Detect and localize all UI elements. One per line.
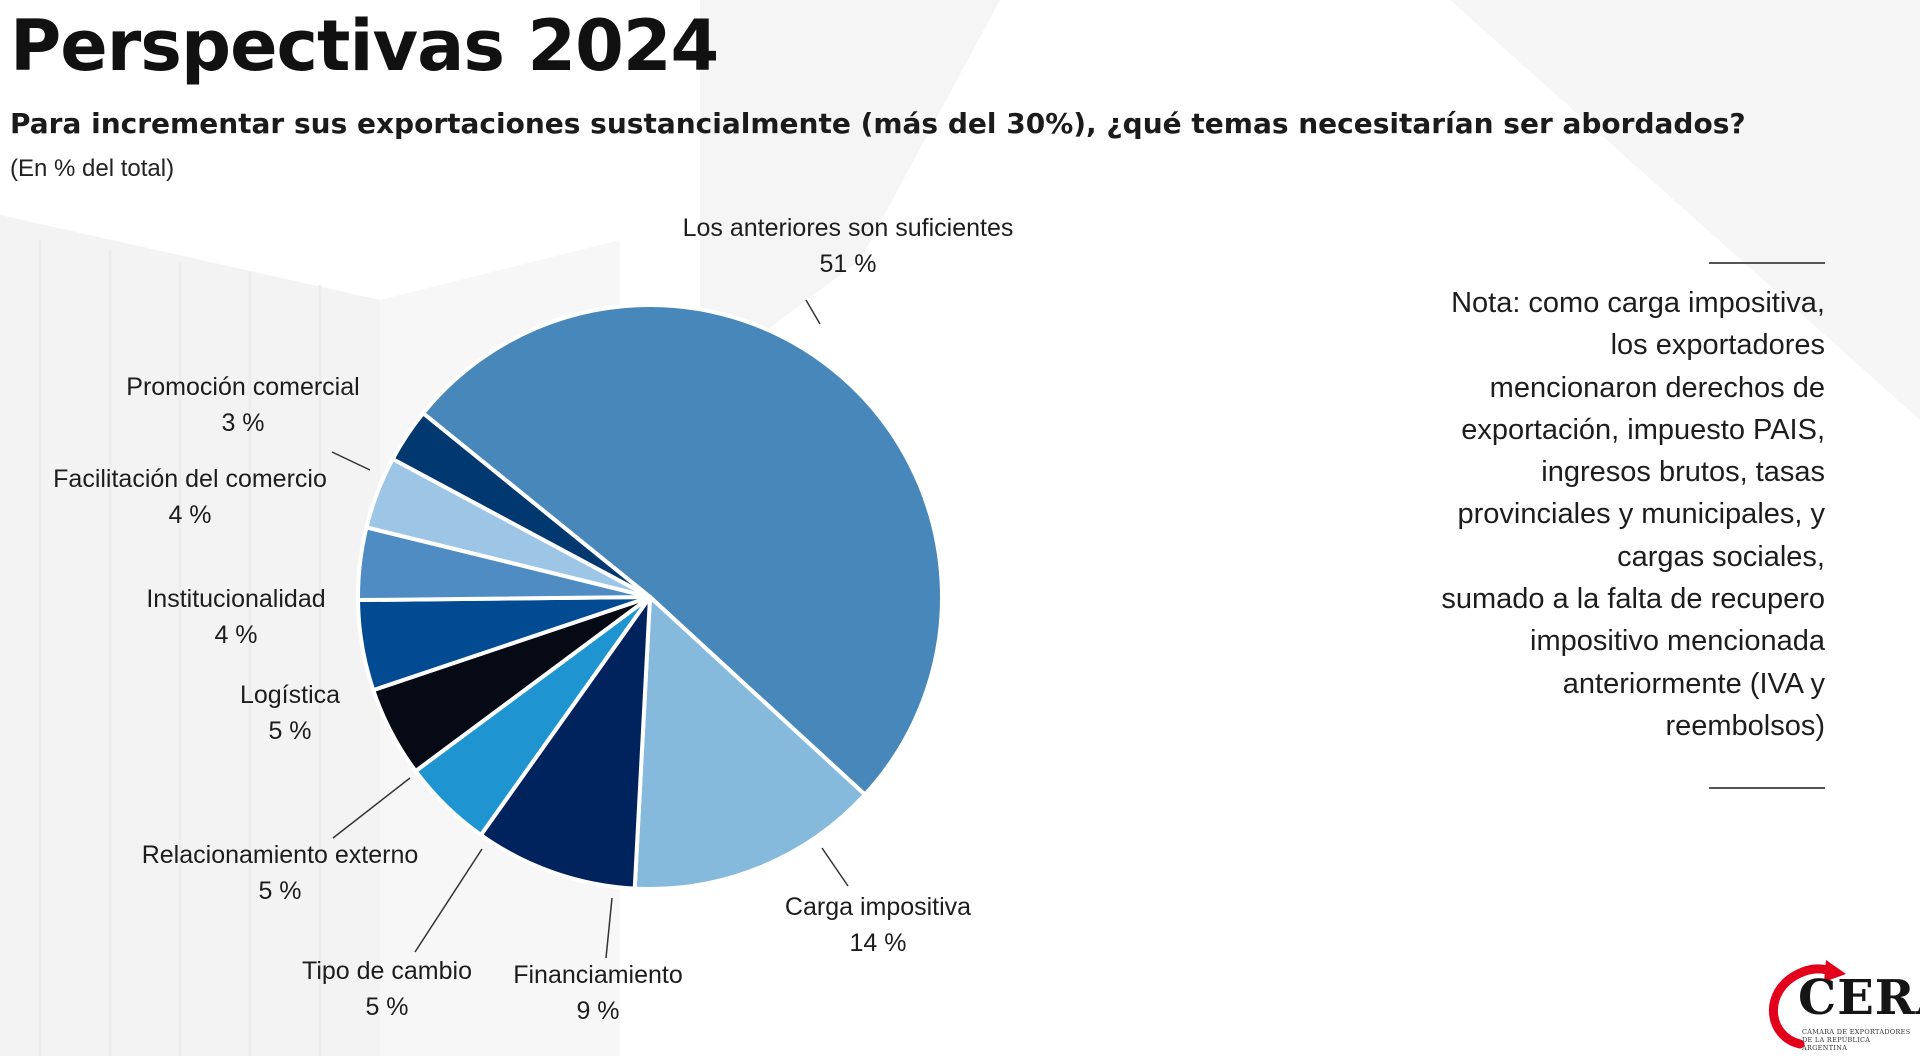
cera-logo: CERA CÁMARA DE EXPORTADORES DE LA REPÚBL… [1760,952,1920,1052]
units-label: (En % del total) [10,155,175,182]
slice-value-2: 14 % [850,929,907,957]
leader-line-2 [821,847,849,887]
slice-value-6: 5 % [268,717,311,745]
slice-label-6: Logística [240,681,340,709]
note-line: exportación, impuesto PAIS, [1461,413,1825,446]
pie-slice-9 [390,411,652,599]
leader-line-9 [331,451,371,471]
note-line: mencionaron derechos de [1489,371,1825,404]
slice-label-5: Relacionamiento externo [142,841,419,869]
page-title: Perspectivas 2024 [10,5,719,87]
note-line: impositivo mencionada [1530,625,1825,658]
note-line: provinciales y municipales, y [1457,498,1825,531]
slice-label-9: Promoción comercial [126,373,359,401]
slice-label-1: Los anteriores son suficientes [683,214,1014,242]
slice-label-7: Institucionalidad [146,585,325,613]
slice-value-5: 5 % [258,877,301,905]
note-line: Nota: como carga impositiva, [1451,287,1825,319]
leader-line-5 [332,777,411,839]
slice-label-2: Carga impositiva [785,893,971,921]
slice-label-3: Financiamiento [513,961,683,989]
note-line: los exportadores [1610,329,1825,362]
slice-label-4: Tipo de cambio [302,957,472,985]
cera-arrow-icon [1768,960,1846,1049]
slice-value-7: 4 % [214,621,257,649]
note-line: ingresos brutos, tasas [1541,456,1825,489]
note-bottom-rule [1709,787,1825,790]
slice-value-8: 4 % [168,501,211,529]
pie-slice-2 [632,595,867,891]
chart-subtitle: Para incrementar sus exportaciones susta… [10,107,1746,140]
note-text: Nota: como carga impositiva, los exporta… [1360,282,1825,747]
note-line: anteriormente (IVA y [1562,667,1825,700]
slice-value-4: 5 % [365,993,408,1021]
slice-value-3: 9 % [576,997,619,1025]
logo-wordmark: CERA [1798,970,1920,1026]
note-line: sumado a la falta de recupero [1441,583,1825,616]
pie-slice-1 [421,303,944,797]
slice-label-8: Facilitación del comercio [53,465,327,493]
slice-value-1: 51 % [820,250,877,278]
leader-line-4 [414,848,483,953]
leader-line-3 [605,897,613,959]
logo-subtitle: CÁMARA DE EXPORTADORES DE LA REPÚBLICA A… [1802,1028,1911,1052]
pie-slice-3 [478,595,652,891]
leader-lines [331,299,849,959]
note-line: cargas sociales, [1617,540,1825,573]
note-line: reembolsos) [1665,709,1825,742]
pie-slices [356,303,944,891]
slice-labels: Los anteriores son suficientes 51 % Carga … [53,214,1013,1025]
note-top-rule [1709,262,1825,264]
leader-line-1 [805,299,821,325]
note-box: Nota: como carga impositiva, los exporta… [1360,262,1825,790]
slice-value-9: 3 % [221,409,264,437]
